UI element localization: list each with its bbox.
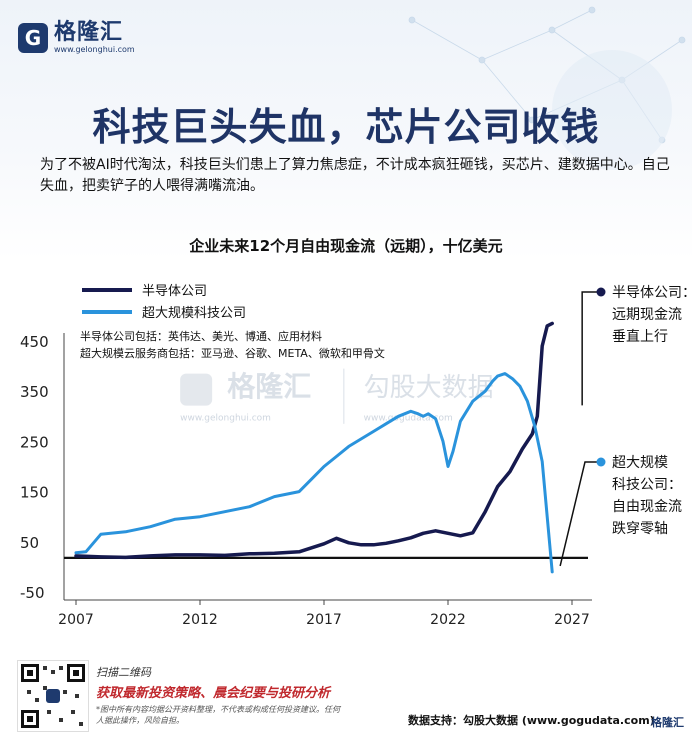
y-tick-label-3: 150 [20,484,49,502]
qr-code [17,660,89,732]
data-source: 数据支持：勾股大数据 (www.gogudata.com) [408,714,655,727]
watermark-logo-icon [180,373,213,406]
watermark-brand-url: www.gelonghui.com [180,413,271,423]
hyperscaler-annotation-line-3: 跌穿零轴 [612,521,668,537]
hyperscaler-annotation-leader [559,461,600,567]
promo-text: 获取最新投资策略、晨会纪要与投研分析 [96,686,331,701]
x-tick-label-4: 2027 [554,612,590,628]
qr-pattern [21,664,85,728]
fcf-line-chart: 格隆汇 www.gelonghui.com 勾股大数据 www.gogudata.co… [20,284,692,628]
network-globe-decoration [408,6,686,170]
disclaimer: *图中所有内容均据公开资料整理，不代表或构成任何投资建议。任何人据此操作，风险自… [96,705,340,725]
x-tick-label-0: 2007 [58,612,94,628]
legend-label-0: 半导体公司 [142,284,207,299]
watermark-partner: 勾股大数据 [364,373,494,403]
series-line-1 [74,372,554,574]
x-tick-label-2: 2017 [306,612,342,628]
legend-note-1: 超大规模云服务商包括：亚马逊、谷歌、META、微软和甲骨文 [80,346,385,360]
y-tick-label-0: 450 [20,333,49,351]
corner-brand: 格隆汇 [651,716,684,729]
hyperscaler-annotation-line-2: 自由现金流 [612,499,682,515]
y-tick-label-5: -50 [20,584,45,602]
semis-annotation-line-2: 垂直上行 [612,328,668,345]
chart-title: 企业未来12个月自由现金流（远期），十亿美元 [189,237,503,255]
scan-label: 扫描二维码 [96,666,151,679]
series-line-0 [74,321,554,560]
semis-annotation-leader [581,291,600,406]
semis-annotation-line-1: 远期现金流 [612,307,682,323]
y-tick-label-4: 50 [20,534,39,552]
watermark-brand: 格隆汇 [227,370,311,403]
brand-logo: G 格隆汇 www.gelonghui.com [18,22,135,54]
subtitle: 为了不被AI时代淘汰，科技巨头们患上了算力焦虑症，不计成本疯狂砸钱，买芯片、建数… [40,157,670,194]
hyperscaler-annotation-dot [596,457,606,467]
legend-note-0: 半导体公司包括：英伟达、美光、博通、应用材料 [80,329,322,343]
x-tick-label-1: 2012 [182,612,218,628]
headline: 科技巨头失血，芯片公司收钱 [92,105,600,149]
legend-label-1: 超大规模科技公司 [142,306,246,321]
y-tick-label-1: 350 [20,383,49,401]
semis-annotation-line-0: 半导体公司： [612,285,692,301]
brand-name: 格隆汇 [54,20,124,45]
semis-annotation-dot [596,287,606,297]
hyperscaler-annotation-line-1: 科技公司： [612,477,682,493]
brand-url: www.gelonghui.com [54,45,135,54]
logo-icon: G [18,23,48,53]
hyperscaler-annotation-line-0: 超大规模 [612,455,668,471]
watermark-partner-url: www.gogudata.com [364,413,453,423]
y-tick-label-2: 250 [20,433,49,451]
x-tick-label-3: 2022 [430,612,466,628]
